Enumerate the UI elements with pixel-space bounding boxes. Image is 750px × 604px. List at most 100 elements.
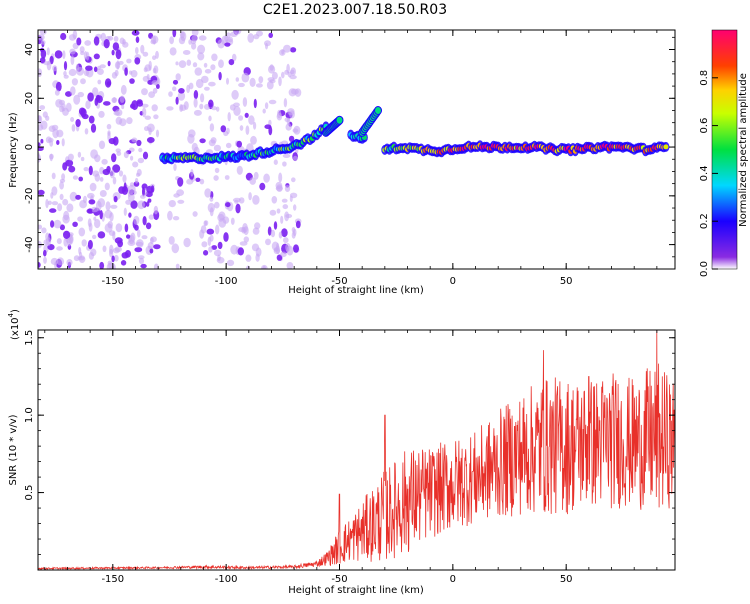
spectrogram-noise-cell: [112, 42, 120, 51]
spectrogram-noise-cell: [130, 70, 138, 78]
spectrogram-noise-cell: [287, 108, 295, 116]
spectrogram-noise-cell: [87, 208, 93, 214]
spectrogram-noise-cell: [129, 70, 133, 75]
spectrogram-noise-cell: [254, 222, 261, 230]
spectrogram-marks: [38, 30, 670, 269]
spectrogram-noise-cell: [94, 97, 99, 106]
spectrogram-noise-cell: [290, 47, 297, 53]
spectrogram-noise-cell: [244, 112, 249, 118]
spectrogram-noise-cell: [208, 115, 212, 122]
spectrogram-noise-cell: [167, 210, 173, 221]
spectrogram-noise-cell: [207, 202, 215, 213]
snr-frame: [37, 329, 676, 571]
spectrogram-noise-cell: [127, 240, 136, 246]
spectrogram-noise-cell: [292, 155, 298, 161]
spectrogram-noise-cell: [48, 137, 54, 143]
spectrogram-noise-cell: [142, 151, 149, 160]
spectrogram-noise-cell: [115, 49, 122, 60]
spectrogram-noise-cell: [269, 79, 276, 84]
spectrogram-noise-cell: [63, 210, 70, 221]
spectrogram-noise-cell: [248, 115, 255, 125]
spectrogram-noise-cell: [94, 218, 101, 229]
spectrogram-noise-cell: [153, 114, 159, 120]
x-tick-label: 50: [560, 276, 573, 287]
spectrogram-noise-cell: [124, 223, 129, 233]
spectrogram-noise-cell: [182, 50, 191, 55]
spectrogram-noise-cell: [231, 89, 239, 100]
spectrogram-noise-cell: [106, 165, 111, 173]
spectrogram-noise-cell: [122, 174, 127, 183]
spectrogram-noise-cell: [137, 157, 145, 164]
spectrogram-noise-cell: [153, 244, 161, 250]
y-tick-label: 1.0: [24, 407, 35, 423]
spectrogram-noise-cell: [271, 71, 278, 80]
spectrogram-noise-cell: [149, 248, 154, 254]
spectrogram-noise-cell: [281, 228, 288, 238]
spectrogram-noise-cell: [249, 77, 256, 87]
spectrogram-noise-cell: [90, 123, 97, 133]
spectrogram-noise-cell: [267, 226, 272, 236]
y-tick-label: 40: [24, 43, 35, 56]
spectrogram-noise-cell: [172, 86, 177, 92]
spectrogram-noise-cell: [280, 215, 284, 224]
spectrogram-noise-cell: [136, 100, 144, 107]
spectrogram-noise-cell: [273, 159, 278, 165]
spectrogram-noise-cell: [178, 60, 187, 68]
spectrogram-noise-cell: [77, 151, 82, 158]
spectrogram-noise-cell: [130, 200, 138, 209]
spectrogram-noise-cell: [177, 91, 186, 101]
spectrogram-noise-cell: [276, 254, 283, 261]
spectrogram-noise-cell: [140, 44, 145, 54]
spectrogram-noise-cell: [106, 81, 112, 86]
spectrogram-noise-cell: [148, 214, 155, 220]
spectrogram-noise-cell: [288, 135, 295, 143]
spectrogram-noise-cell: [239, 125, 244, 131]
spectrogram-noise-cell: [293, 125, 301, 135]
spectrogram-noise-cell: [61, 173, 66, 181]
spectrogram-noise-cell: [43, 256, 47, 264]
spectrogram-noise-cell: [173, 193, 180, 198]
spectrogram-noise-cell: [269, 64, 274, 71]
spectrogram-noise-cell: [143, 67, 148, 73]
spectrogram-noise-cell: [69, 48, 76, 55]
spectrogram-noise-cell: [286, 63, 290, 74]
spectrogram-noise-cell: [211, 245, 218, 250]
spectrogram-noise-cell: [215, 224, 220, 235]
spectrogram-noise-cell: [141, 107, 147, 118]
spectrogram-noise-cell: [265, 42, 268, 50]
snr-series-line: [38, 330, 675, 570]
spectrogram-noise-cell: [103, 39, 110, 49]
spectrogram-noise-cell: [191, 35, 198, 42]
spectrogram-noise-cell: [145, 222, 152, 230]
spectrogram-noise-cell: [290, 67, 297, 76]
spectrogram-noise-cell: [208, 81, 216, 87]
spectrogram-noise-cell: [193, 109, 202, 116]
spectrogram-noise-cell: [52, 65, 58, 72]
spectrogram-noise-cell: [197, 52, 205, 61]
spectrogram-noise-cell: [80, 156, 85, 162]
spectrogram-noise-cell: [245, 265, 251, 269]
spectrogram-noise-cell: [277, 109, 282, 119]
spectrogram-noise-cell: [225, 202, 231, 208]
spectrogram-noise-cell: [136, 139, 142, 147]
x-tick-label: 0: [450, 276, 456, 287]
spectrogram-noise-cell: [104, 223, 113, 233]
spectrogram-noise-cell: [76, 37, 82, 46]
spectrogram-noise-cell: [72, 221, 78, 227]
spectrogram-noise-cell: [262, 108, 266, 114]
spectrogram-noise-cell: [109, 248, 114, 258]
spectrogram-noise-cell: [271, 196, 278, 204]
spectrogram-noise-cell: [264, 102, 269, 110]
spectrogram-noise-cell: [177, 199, 185, 204]
spectrogram-noise-cell: [123, 182, 127, 192]
spectrogram-noise-cell: [119, 95, 125, 103]
spectrogram-noise-cell: [194, 67, 203, 76]
spectrogram-noise-cell: [193, 98, 198, 108]
spectrogram-noise-cell: [245, 254, 252, 262]
spectrogram-noise-cell: [228, 59, 235, 66]
spectrogram-noise-cell: [134, 247, 143, 253]
spectrogram-noise-cell: [206, 228, 215, 235]
spectrogram-noise-cell: [208, 139, 216, 147]
spectrogram-noise-cell: [135, 47, 139, 55]
spectrogram-noise-cell: [93, 53, 100, 60]
